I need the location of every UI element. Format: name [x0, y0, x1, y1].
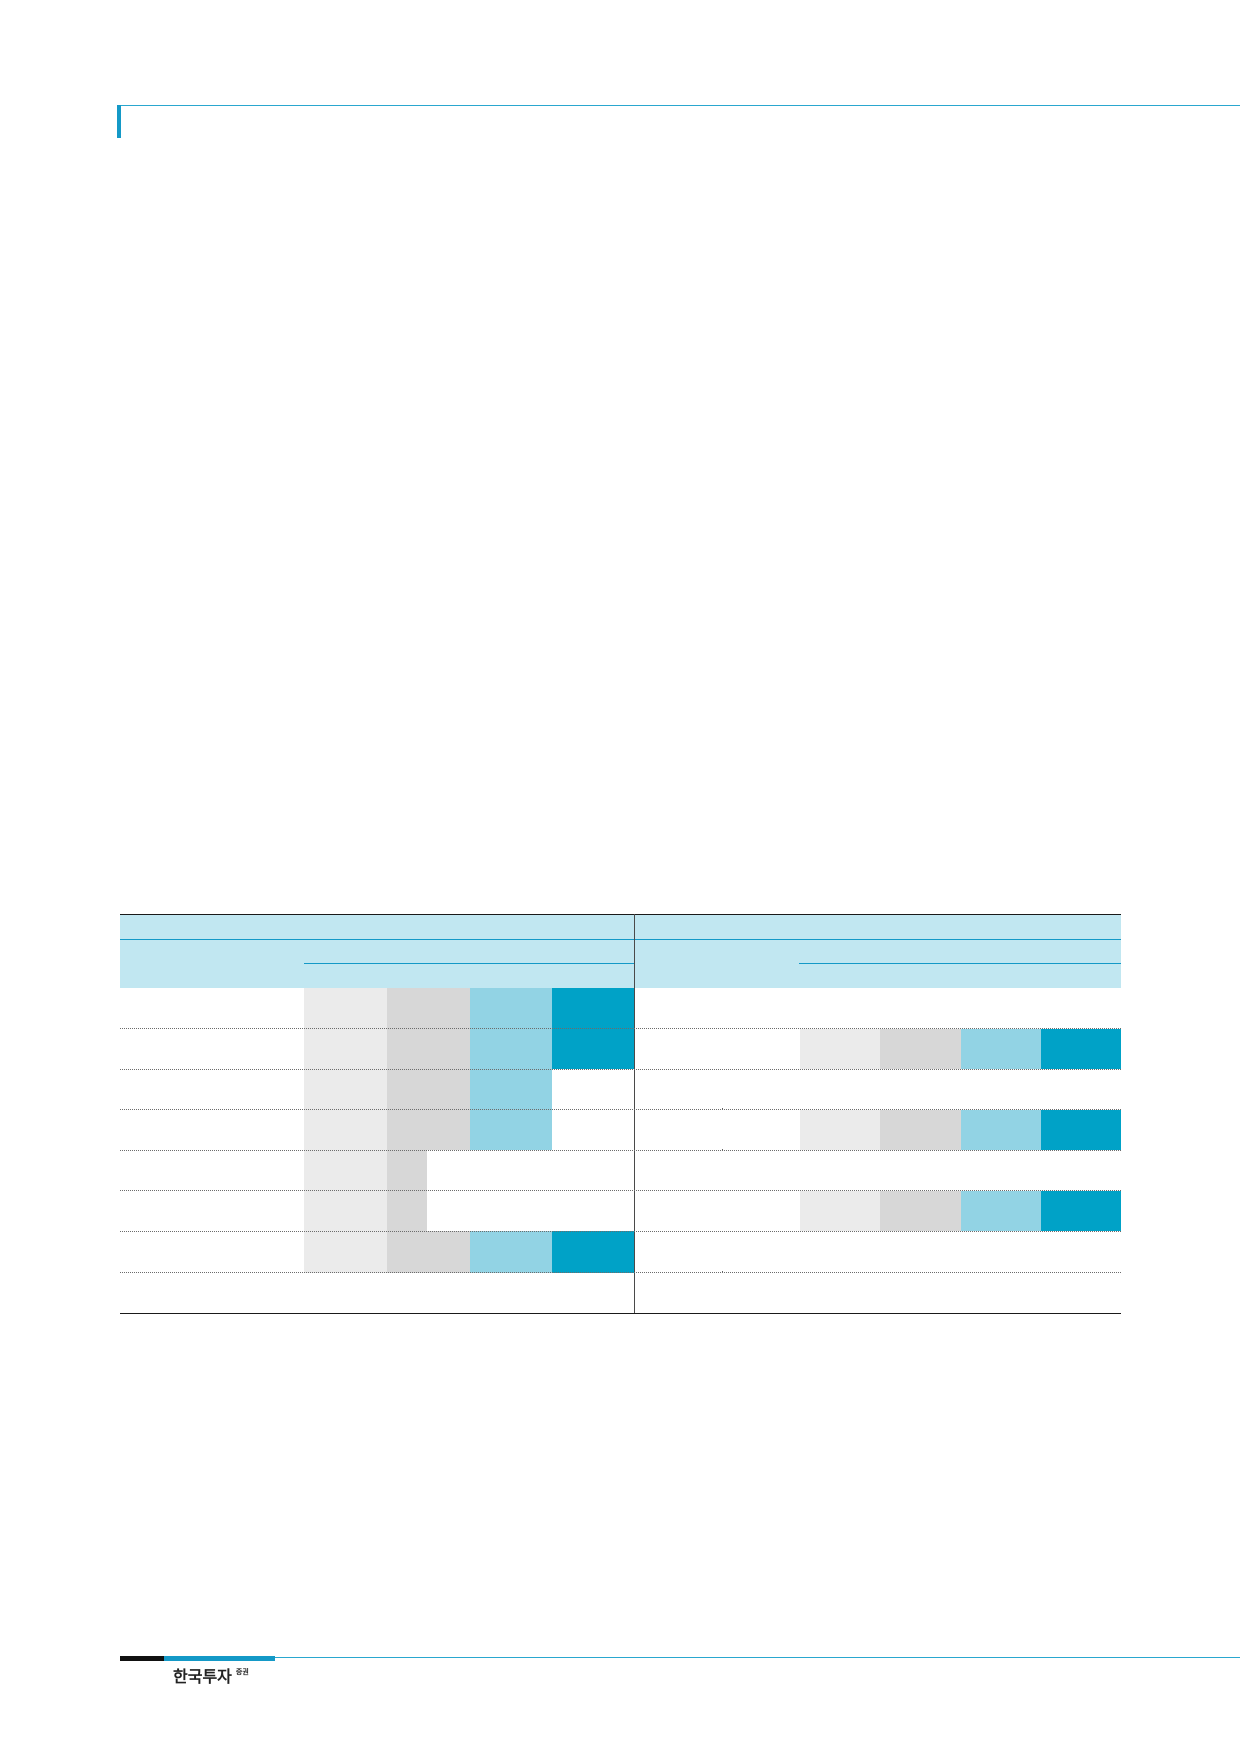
- footer-accent-black: [120, 1656, 164, 1661]
- left-row-4-level-3: [470, 1110, 552, 1150]
- left-row-3-level-2: [387, 1069, 470, 1110]
- row-separator: [120, 1028, 1121, 1029]
- row-separator: [120, 1190, 1121, 1191]
- left-row-1-level-4: [552, 988, 634, 1029]
- table-header-band: [120, 914, 1121, 988]
- row-separator: [120, 1272, 1121, 1273]
- left-row-7-level-1: [304, 1231, 387, 1273]
- column-tick: [722, 1108, 723, 1110]
- logo-superscript: 증권: [235, 1668, 249, 1676]
- left-row-6-level-1: [304, 1191, 387, 1231]
- right-row-2-level-4: [1041, 1029, 1121, 1069]
- table-center-divider: [634, 914, 635, 1314]
- table-bottom-border: [120, 1313, 1121, 1314]
- right-subheader-divider: [799, 963, 1121, 964]
- left-row-7-level-2: [387, 1231, 470, 1273]
- right-row-4-level-3: [961, 1110, 1041, 1150]
- right-row-2-level-3: [961, 1029, 1041, 1069]
- left-row-4-level-1: [304, 1110, 387, 1150]
- footer-rule: [275, 1657, 1240, 1658]
- left-row-2-level-1: [304, 1029, 387, 1069]
- section-header-rule: [117, 105, 1240, 106]
- left-row-3-level-1: [304, 1069, 387, 1110]
- left-subheader-divider: [304, 963, 634, 964]
- left-row-4-level-2: [387, 1110, 470, 1150]
- left-row-2-level-3: [470, 1029, 552, 1069]
- left-row-2-level-2: [387, 1029, 470, 1069]
- logo-wordmark: 한국투자: [173, 1667, 232, 1686]
- right-row-4-level-2: [880, 1110, 961, 1150]
- column-tick: [722, 1271, 723, 1273]
- left-row-2-level-4: [552, 1029, 634, 1069]
- left-row-1-level-1: [304, 988, 387, 1029]
- right-row-6-level-4: [1041, 1191, 1121, 1231]
- left-row-3-level-3: [470, 1069, 552, 1110]
- left-row-5-level-1: [304, 1150, 387, 1191]
- right-row-4-level-1: [800, 1110, 880, 1150]
- row-separator: [120, 1069, 1121, 1070]
- left-row-6-level-2: [387, 1191, 427, 1231]
- left-row-5-level-2: [387, 1150, 427, 1191]
- left-row-1-level-3: [470, 988, 552, 1029]
- matrix-table: [120, 914, 1121, 1314]
- right-row-2-level-2: [880, 1029, 961, 1069]
- right-row-6-level-3: [961, 1191, 1041, 1231]
- row-separator: [120, 1150, 1121, 1151]
- company-logo: 한국투자 증권: [173, 1667, 249, 1687]
- header-row-divider: [120, 939, 1121, 940]
- column-tick: [722, 1149, 723, 1151]
- right-row-6-level-1: [800, 1191, 880, 1231]
- right-row-6-level-2: [880, 1191, 961, 1231]
- left-row-1-level-2: [387, 988, 470, 1029]
- left-row-7-level-4: [552, 1231, 634, 1273]
- table-top-border: [120, 914, 1121, 915]
- footer-accent-teal: [164, 1656, 275, 1661]
- section-header-marker: [117, 105, 121, 138]
- row-separator: [120, 1109, 1121, 1110]
- right-row-4-level-4: [1041, 1110, 1121, 1150]
- left-row-7-level-3: [470, 1231, 552, 1273]
- row-separator: [120, 1231, 1121, 1232]
- right-row-2-level-1: [800, 1029, 880, 1069]
